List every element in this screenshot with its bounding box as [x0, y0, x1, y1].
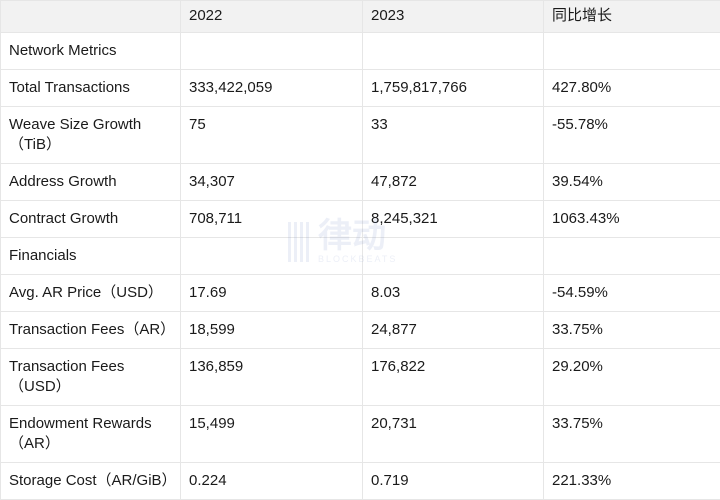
- cell: 24,877: [363, 312, 544, 349]
- header-cell: 2023: [363, 1, 544, 33]
- row-label: Endowment Rewards（AR）: [1, 406, 181, 463]
- cell: 33.75%: [544, 406, 720, 463]
- cell: 47,872: [363, 164, 544, 201]
- header-cell: 同比增长: [544, 1, 720, 33]
- cell: 427.80%: [544, 70, 720, 107]
- cell: 18,599: [181, 312, 363, 349]
- cell: 0.224: [181, 463, 363, 500]
- cell: 1063.43%: [544, 201, 720, 238]
- cell: 34,307: [181, 164, 363, 201]
- cell: 75: [181, 107, 363, 164]
- section-row: Network Metrics: [1, 33, 720, 70]
- empty-cell: [181, 33, 363, 70]
- row-label: Storage Cost（AR/GiB）: [1, 463, 181, 500]
- section-row: Financials: [1, 238, 720, 275]
- cell: 708,711: [181, 201, 363, 238]
- cell: 39.54%: [544, 164, 720, 201]
- empty-cell: [363, 33, 544, 70]
- cell: 33: [363, 107, 544, 164]
- empty-cell: [181, 238, 363, 275]
- cell: 0.719: [363, 463, 544, 500]
- row-label: Contract Growth: [1, 201, 181, 238]
- cell: 20,731: [363, 406, 544, 463]
- cell: 136,859: [181, 349, 363, 406]
- empty-cell: [363, 238, 544, 275]
- row-label: Avg. AR Price（USD）: [1, 275, 181, 312]
- row-label: Transaction Fees（USD）: [1, 349, 181, 406]
- cell: 8,245,321: [363, 201, 544, 238]
- cell: 17.69: [181, 275, 363, 312]
- cell: -55.78%: [544, 107, 720, 164]
- cell: 29.20%: [544, 349, 720, 406]
- row-label: Address Growth: [1, 164, 181, 201]
- empty-cell: [544, 238, 720, 275]
- row-label: Transaction Fees（AR）: [1, 312, 181, 349]
- cell: 176,822: [363, 349, 544, 406]
- cell: 8.03: [363, 275, 544, 312]
- row-label: Total Transactions: [1, 70, 181, 107]
- row-label: Network Metrics: [1, 33, 181, 70]
- cell: 333,422,059: [181, 70, 363, 107]
- cell: 221.33%: [544, 463, 720, 500]
- row-label: Financials: [1, 238, 181, 275]
- row-label: Weave Size Growth（TiB）: [1, 107, 181, 164]
- cell: 1,759,817,766: [363, 70, 544, 107]
- cell: 33.75%: [544, 312, 720, 349]
- header-cell: 2022: [181, 1, 363, 33]
- header-cell: [1, 1, 181, 33]
- cell: -54.59%: [544, 275, 720, 312]
- empty-cell: [544, 33, 720, 70]
- cell: 15,499: [181, 406, 363, 463]
